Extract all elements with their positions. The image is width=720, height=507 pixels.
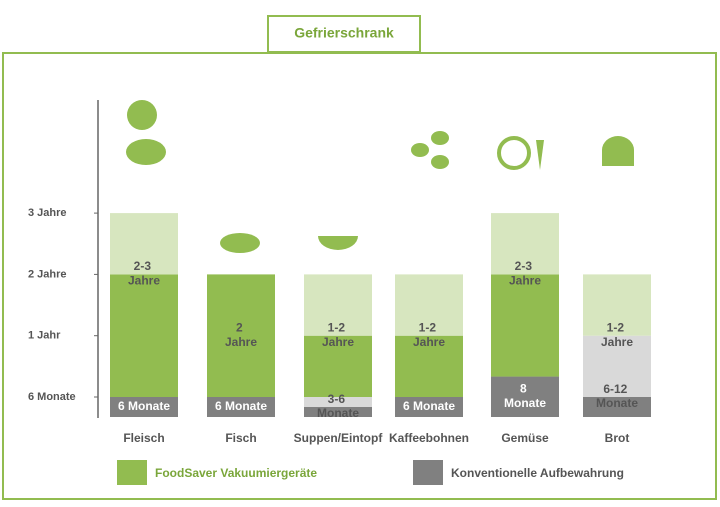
chart-title: Gefrierschrank	[294, 25, 394, 41]
icon-bean	[411, 143, 429, 157]
value-label: 2 Jahre	[225, 321, 257, 349]
conventional-range	[304, 397, 372, 407]
x-tick-label: Kaffeebohnen	[389, 431, 469, 445]
legend-swatch	[413, 460, 443, 485]
value-label: 2-3 Jahre	[128, 259, 160, 287]
conventional-bar	[207, 397, 275, 417]
conventional-bar	[395, 397, 463, 417]
value-label: 1-2 Jahre	[601, 321, 633, 349]
icon-bread	[602, 136, 634, 166]
icon-chicken	[127, 100, 157, 130]
x-tick-label: Gemüse	[501, 431, 549, 445]
value-label: 6 Monate	[215, 399, 267, 413]
icon-fish	[220, 233, 260, 253]
foodsaver-bar	[207, 274, 275, 397]
foodsaver-bar	[304, 335, 372, 397]
y-tick-label: 2 Jahre	[28, 268, 67, 280]
conventional-bar	[304, 407, 372, 417]
legend-swatch	[117, 460, 147, 485]
value-label: 2-3 Jahre	[509, 259, 541, 287]
conventional-bar	[110, 397, 178, 417]
foodsaver-range	[491, 213, 559, 275]
value-label: 3-6 Monate	[317, 392, 359, 420]
value-label: 6 Monate	[403, 399, 455, 413]
y-tick-label: 1 Jahr	[28, 330, 61, 342]
conventional-bar	[583, 397, 651, 417]
foodsaver-range	[110, 213, 178, 275]
icon-bean	[431, 155, 449, 169]
icon-steak	[126, 139, 166, 165]
foodsaver-bar	[395, 335, 463, 397]
icons	[126, 100, 634, 253]
icon-tomato	[497, 136, 531, 170]
value-label: 1-2 Jahre	[322, 321, 354, 349]
x-tick-label: Brot	[605, 431, 630, 445]
value-label: 1-2 Jahre	[413, 321, 445, 349]
x-tick-label: Fleisch	[123, 431, 164, 445]
value-label: 8 Monate	[504, 382, 546, 410]
foodsaver-range	[583, 274, 651, 336]
foodsaver-range	[395, 274, 463, 336]
y-tick-label: 6 Monate	[28, 391, 76, 403]
x-tick-label: Suppen/Eintopf	[294, 431, 384, 445]
legend-label: Konventionelle Aufbewahrung	[451, 466, 624, 480]
foodsaver-bar	[110, 274, 178, 397]
icon-soup	[318, 236, 358, 250]
conventional-range	[583, 335, 651, 397]
icon-bean	[431, 131, 449, 145]
value-label: 6-12 Monate	[596, 382, 638, 410]
foodsaver-bar	[491, 274, 559, 377]
conventional-bar	[491, 376, 559, 417]
y-tick-label: 3 Jahre	[28, 207, 67, 219]
value-label: 6 Monate	[118, 399, 170, 413]
title-box	[267, 15, 421, 53]
x-tick-label: Fisch	[225, 431, 256, 445]
foodsaver-range	[304, 274, 372, 336]
legend-label: FoodSaver Vakuumiergeräte	[155, 466, 317, 480]
icon-carrot	[536, 140, 544, 170]
